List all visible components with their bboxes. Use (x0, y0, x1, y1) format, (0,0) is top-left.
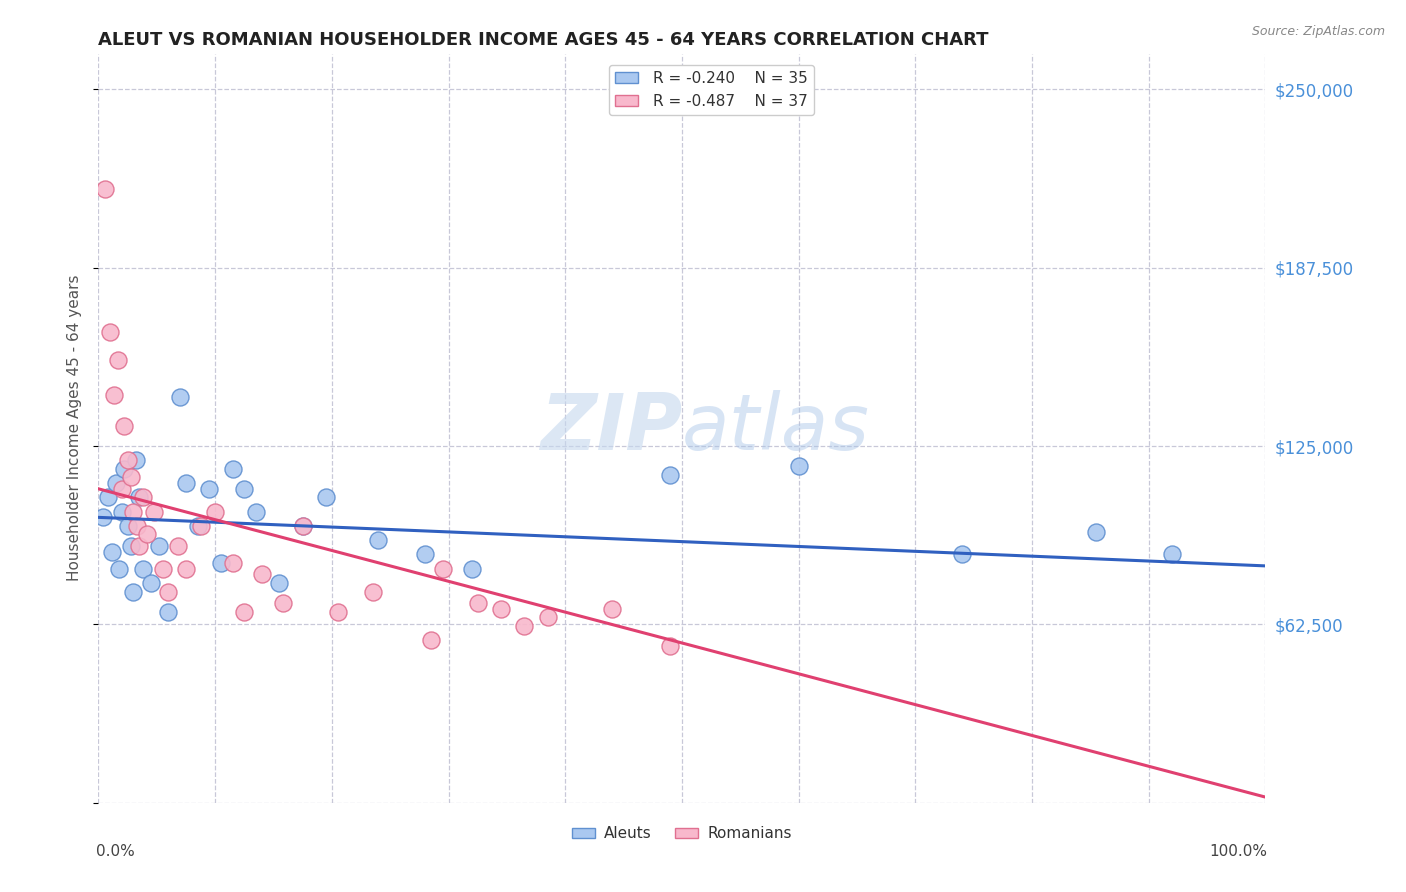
Point (132, 562, 155, 576)
Point (461, 562, 484, 576)
Point (166, 539, 188, 553)
Point (361, 584, 384, 599)
Point (104, 476, 127, 491)
Point (143, 505, 166, 519)
Point (271, 596, 294, 610)
Point (315, 491, 337, 505)
Point (367, 533, 389, 548)
Point (112, 419, 135, 434)
Point (128, 491, 150, 505)
Point (291, 519, 314, 533)
Point (413, 548, 436, 562)
Text: Source: ZipAtlas.com: Source: ZipAtlas.com (1251, 25, 1385, 38)
Point (233, 605, 256, 619)
Point (1161, 548, 1184, 562)
Point (157, 584, 180, 599)
Point (107, 353, 129, 368)
Point (326, 605, 349, 619)
Point (117, 519, 139, 533)
Point (467, 596, 489, 610)
Point (169, 391, 191, 405)
Point (98, 325, 121, 339)
Point (122, 584, 145, 599)
Point (120, 539, 142, 553)
Point (221, 556, 243, 570)
Text: ALEUT VS ROMANIAN HOUSEHOLDER INCOME AGES 45 - 64 YEARS CORRELATION CHART: ALEUT VS ROMANIAN HOUSEHOLDER INCOME AGE… (98, 31, 988, 49)
Legend: Aleuts, Romanians: Aleuts, Romanians (567, 821, 797, 847)
Point (125, 453, 148, 467)
Text: atlas: atlas (682, 390, 870, 467)
Point (432, 562, 454, 576)
Point (112, 462, 135, 476)
Point (489, 601, 512, 615)
Point (111, 505, 134, 519)
Point (101, 544, 124, 558)
Point (787, 458, 810, 473)
Point (537, 610, 560, 624)
Point (125, 519, 148, 533)
Point (1085, 524, 1108, 539)
Point (513, 619, 536, 633)
Point (659, 639, 682, 653)
Point (174, 562, 197, 576)
Point (221, 462, 243, 476)
Point (111, 482, 134, 496)
Point (94, 182, 117, 196)
Point (97, 491, 120, 505)
Point (187, 519, 209, 533)
Point (117, 453, 139, 467)
Point (269, 576, 291, 591)
Point (245, 505, 267, 519)
Point (174, 476, 197, 491)
Point (139, 576, 162, 591)
Point (250, 567, 273, 582)
Point (190, 519, 212, 533)
Point (120, 470, 142, 484)
Point (659, 467, 682, 482)
Point (136, 527, 159, 541)
Point (233, 482, 256, 496)
Y-axis label: Householder Income Ages 45 - 64 years: Householder Income Ages 45 - 64 years (67, 275, 83, 582)
Point (91, 510, 114, 524)
Point (152, 562, 174, 576)
Point (198, 482, 221, 496)
Text: ZIP: ZIP (540, 390, 682, 467)
Point (291, 519, 314, 533)
Point (950, 548, 973, 562)
Point (420, 633, 443, 648)
Point (157, 605, 180, 619)
Point (122, 505, 145, 519)
Point (103, 387, 125, 401)
Point (600, 601, 623, 615)
Point (132, 491, 155, 505)
Point (108, 562, 131, 576)
Point (204, 505, 226, 519)
Text: 0.0%: 0.0% (96, 844, 135, 859)
Point (128, 539, 150, 553)
Text: 100.0%: 100.0% (1209, 844, 1268, 859)
Point (209, 556, 232, 570)
Point (148, 539, 170, 553)
